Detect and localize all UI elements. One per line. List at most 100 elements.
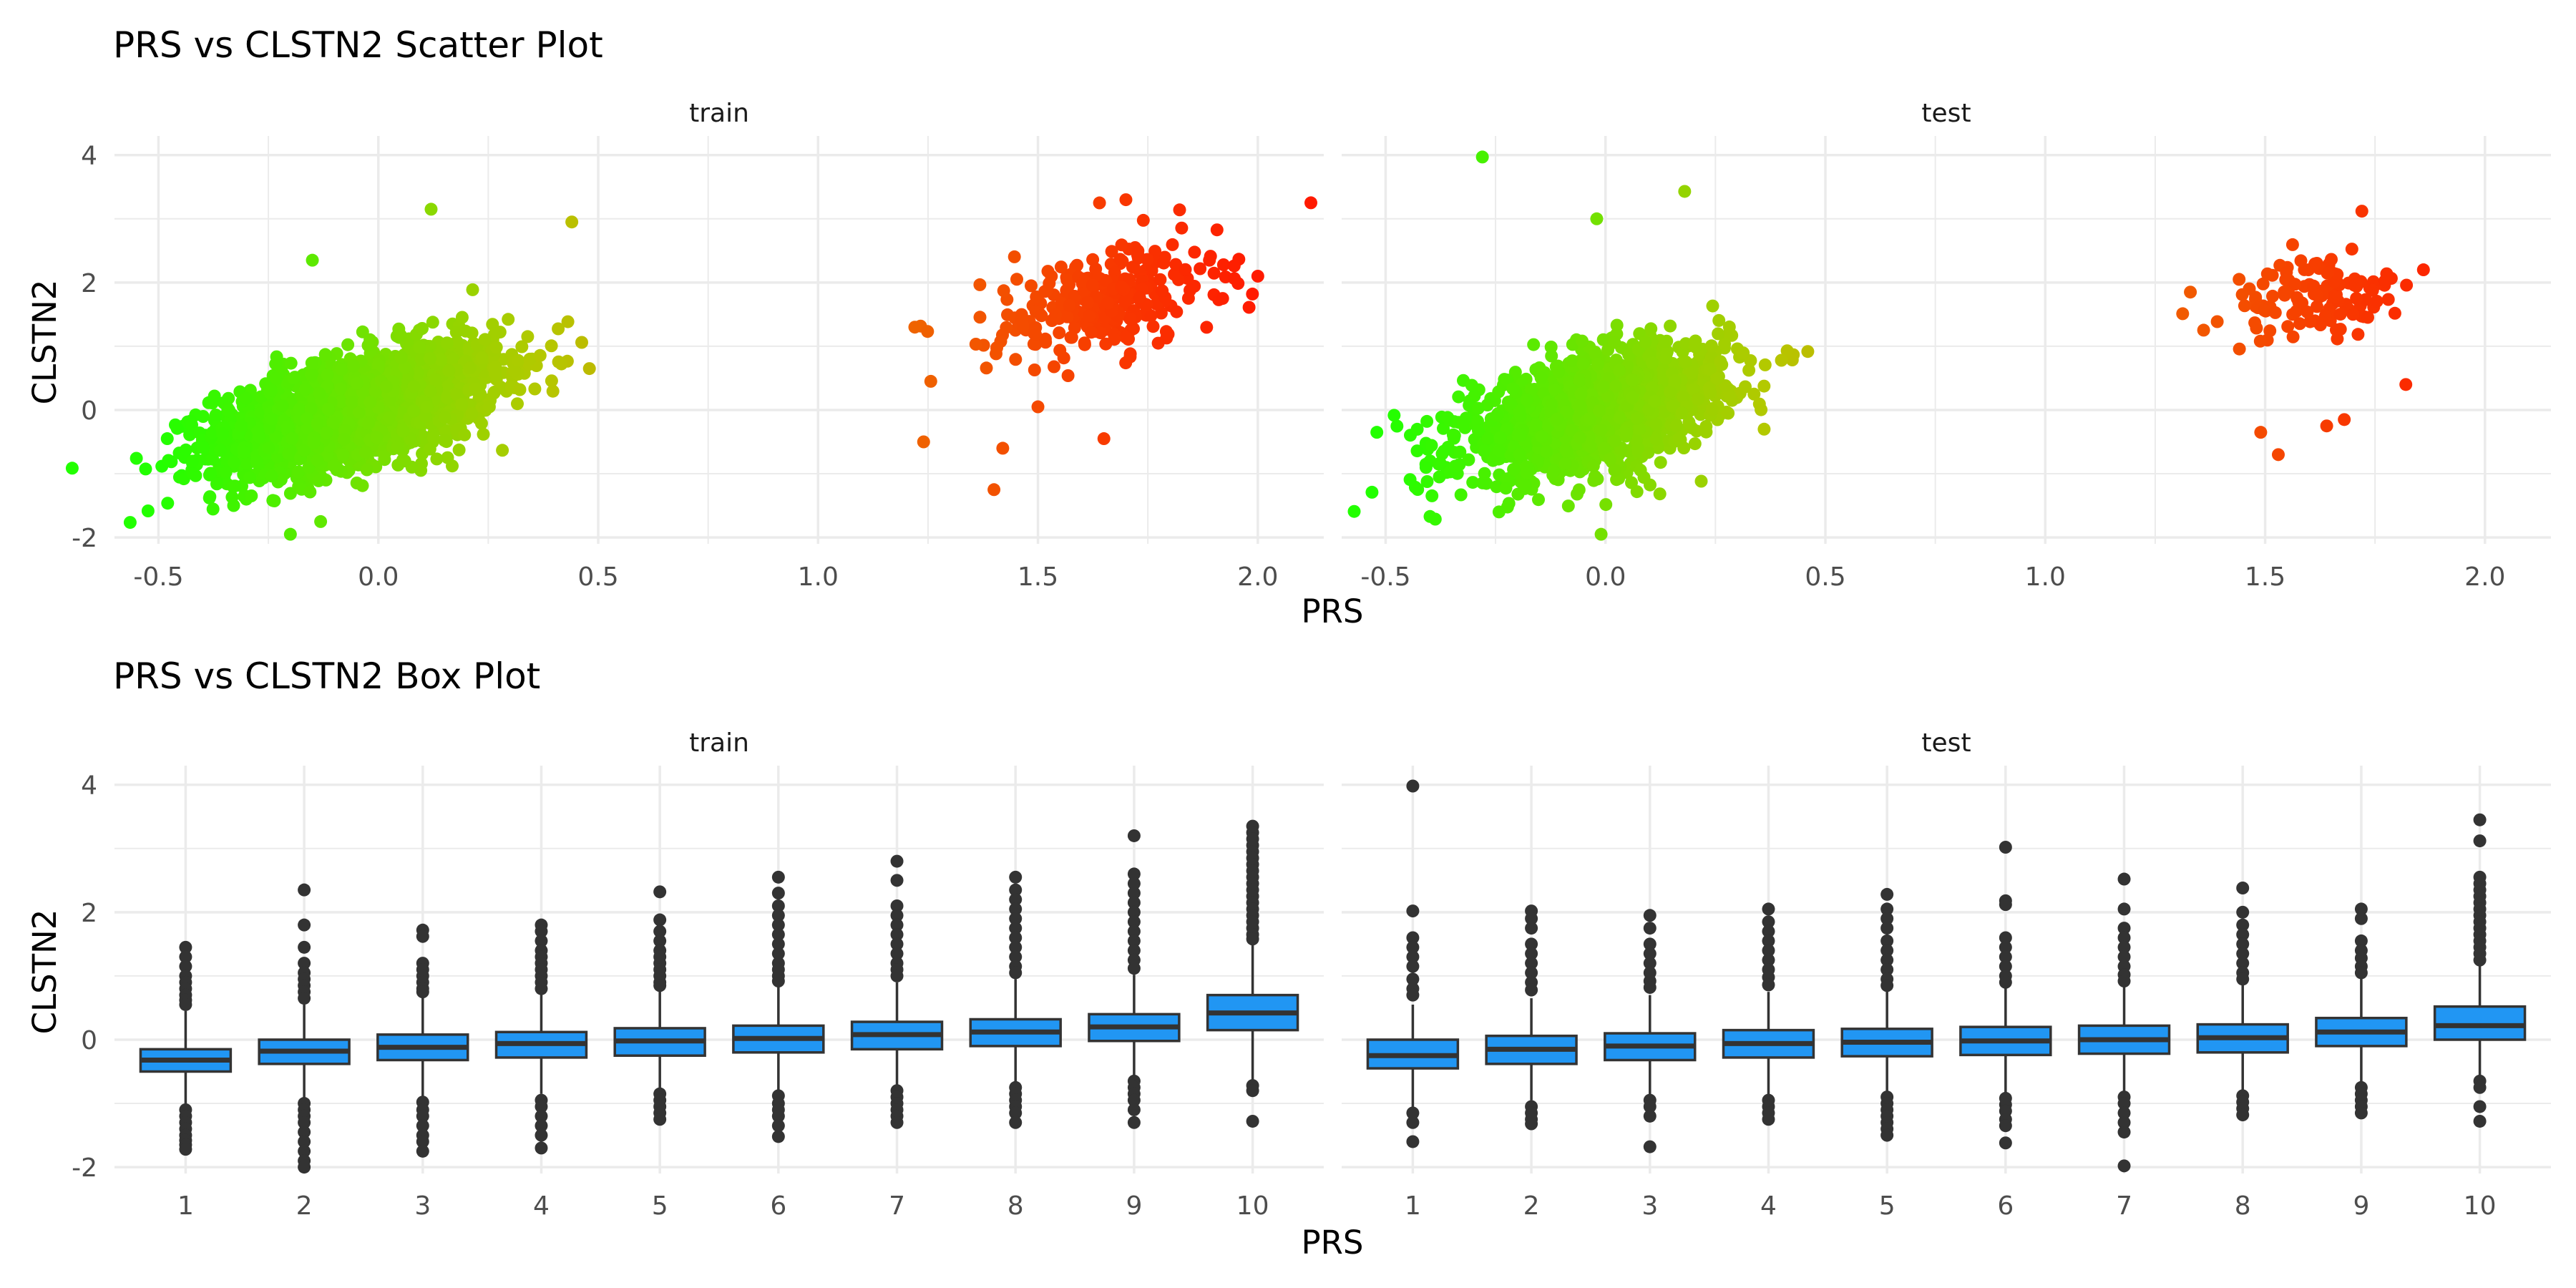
x-tick-label: 2.0 (1237, 562, 1278, 592)
scatter-point (1559, 405, 1573, 419)
outlier-point (1999, 975, 2012, 989)
scatter-point (227, 499, 240, 512)
box-2 (258, 883, 351, 1174)
scatter-point (292, 465, 306, 479)
outlier-point (2473, 1114, 2487, 1128)
scatter-point (455, 398, 469, 411)
scatter-point (1169, 258, 1183, 271)
outlier-point (298, 992, 311, 1005)
scatter-point (1520, 460, 1533, 474)
scatter-point (1527, 338, 1541, 351)
scatter-point (1672, 432, 1686, 446)
scatter-point (303, 485, 317, 499)
scatter-point (1699, 419, 1713, 433)
outlier-point (1525, 947, 1538, 960)
scatter-point (1586, 459, 1600, 473)
scatter-point (1453, 458, 1466, 472)
scatter-point (1054, 260, 1068, 274)
scatter-point (391, 441, 404, 454)
outlier-point (890, 909, 904, 922)
x-axis-title: PRS (1302, 1224, 1364, 1262)
scatter-point (407, 380, 421, 394)
scatter-point (1108, 333, 1121, 346)
outlier-point (1643, 947, 1657, 960)
outlier-point (1127, 934, 1141, 947)
scatter-point (1481, 431, 1495, 445)
scatter-point (997, 284, 1010, 298)
outlier-point (1525, 957, 1538, 970)
scatter-point (1594, 423, 1608, 436)
scatter-point (1390, 419, 1404, 433)
scatter-point (1433, 470, 1446, 484)
outlier-point (1880, 953, 1894, 967)
scatter-point (413, 341, 426, 354)
outlier-point (298, 1144, 311, 1158)
scatter-point (1566, 354, 1579, 368)
box-10 (2433, 813, 2527, 1128)
scatter-point (347, 359, 360, 373)
scatter-point (1420, 414, 1434, 428)
scatter-point (327, 459, 341, 473)
scatter-point (1608, 464, 1621, 477)
scatter-point (130, 452, 143, 465)
outlier-point (1999, 940, 2012, 954)
scatter-point (987, 483, 1001, 497)
scatter-point (1452, 390, 1465, 404)
scatter-point (515, 340, 529, 353)
scatter-point (487, 386, 501, 400)
outlier-point (1009, 931, 1023, 945)
scatter-point (2328, 291, 2342, 304)
scatter-point (1144, 309, 1158, 323)
outlier-point (535, 1128, 548, 1142)
scatter-point (465, 407, 479, 421)
scatter-point (1634, 464, 1647, 477)
scatter-point (1609, 379, 1623, 393)
scatter-point (275, 399, 289, 412)
scatter-point (1593, 404, 1606, 417)
scatter-point (222, 404, 235, 418)
outlier-point (1009, 883, 1023, 897)
scatter-point (2268, 306, 2282, 319)
scatter-point (2294, 254, 2308, 268)
box-9 (1088, 829, 1181, 1129)
outlier-point (1762, 902, 1775, 916)
scatter-point (2238, 299, 2251, 313)
outlier-point (2473, 813, 2487, 826)
scatter-point (2233, 342, 2246, 356)
scatter-point (1737, 346, 1750, 360)
scatter-point (208, 389, 221, 403)
outlier-point (1406, 1135, 1420, 1148)
scatter-point (1660, 347, 1673, 361)
outlier-point (298, 1116, 311, 1129)
y-axis-title: CLSTN2 (26, 909, 64, 1035)
scatter-point (424, 352, 437, 365)
scatter-point (546, 384, 560, 398)
scatter-point (411, 366, 424, 380)
scatter-point (2184, 286, 2197, 299)
outlier-point (1643, 922, 1657, 935)
outlier-point (2236, 882, 2250, 894)
scatter-point (1465, 379, 1478, 392)
scatter-point (455, 311, 469, 324)
scatter-point (186, 454, 199, 468)
scatter-point (160, 432, 174, 446)
scatter-point (1608, 434, 1621, 448)
scatter-point (1242, 301, 1256, 314)
outlier-point (1127, 896, 1141, 909)
box-9 (2315, 902, 2408, 1120)
outlier-point (1762, 934, 1775, 947)
scatter-point (980, 361, 993, 375)
scatter-point (1410, 444, 1424, 458)
outlier-point (1127, 887, 1141, 900)
scatter-point (459, 324, 472, 338)
outlier-point (2117, 922, 2131, 935)
scatter-point (1685, 366, 1699, 379)
scatter-point (161, 497, 175, 510)
scatter-chart: PRS vs CLSTN2 Scatter Plot train-0.5 0.0 0… (26, 24, 2551, 630)
scatter-point (1524, 383, 1538, 396)
scatter-point (312, 474, 326, 487)
scatter-point (1153, 273, 1167, 286)
